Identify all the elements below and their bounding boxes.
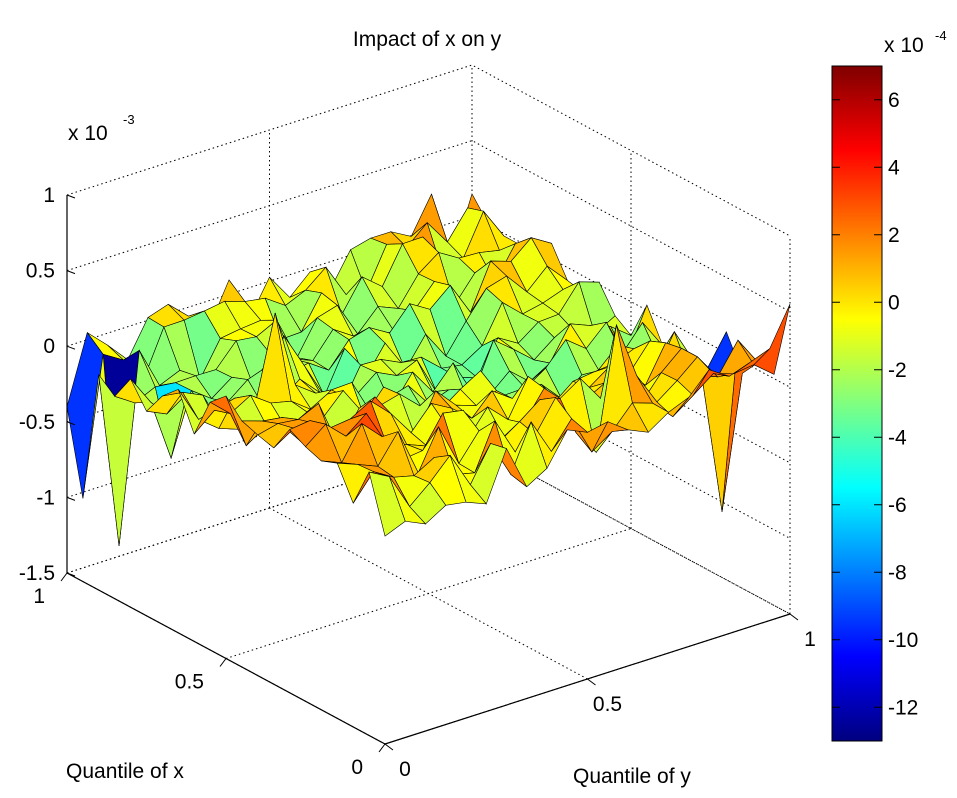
surface-patch [753, 303, 791, 375]
colorbar-tick-label: -12 [888, 696, 918, 719]
colorbar-tick-label: 6 [888, 89, 900, 112]
x-tick [378, 743, 386, 753]
chart-title: Impact of x on y [353, 28, 502, 51]
x-axis-label: Quantile of x [66, 760, 184, 783]
z-tick-label: 0 [43, 335, 55, 358]
colorbar-tick-label: -2 [888, 359, 907, 382]
colorbar-tick-label: -4 [888, 426, 907, 449]
z-tick [66, 194, 76, 199]
x-tick [219, 658, 227, 667]
x-tick [60, 572, 68, 582]
colorbar-tick-label: 4 [888, 156, 900, 179]
y-tick-label: 0.5 [593, 693, 622, 716]
x-tick-label: 0 [351, 756, 363, 779]
grid-line [66, 291, 791, 464]
grid-line [66, 64, 791, 237]
z-tick-label: -1.5 [19, 562, 55, 585]
surface-patch [336, 462, 374, 504]
colorbar-multiplier-exponent: -4 [935, 28, 947, 43]
grid-line [471, 442, 791, 615]
grid-line [66, 215, 791, 388]
surface-plot [66, 193, 791, 546]
grid-line [269, 507, 588, 680]
surface-patch [66, 331, 104, 499]
z-tick-label: 1 [43, 184, 55, 207]
grid-line [66, 442, 791, 615]
colorbar [831, 65, 883, 742]
z-multiplier-exponent: -3 [123, 112, 135, 127]
colorbar-tick-label: -8 [888, 561, 907, 584]
colorbar-tick-label: 0 [888, 291, 900, 314]
surface-patch [368, 471, 406, 537]
y-tick [384, 743, 394, 751]
z-tick [66, 421, 76, 426]
grid-line [66, 442, 473, 574]
y-tick [789, 613, 799, 621]
z-tick [66, 572, 76, 577]
y-axis-label: Quantile of y [573, 765, 691, 788]
colorbar-multiplier-label: x 10 [884, 34, 924, 57]
z-tick [66, 496, 76, 501]
grid-line [66, 140, 791, 313]
x-tick-label: 1 [33, 585, 45, 608]
colorbar-tick-label: -6 [888, 494, 907, 517]
z-tick-label: -0.5 [19, 411, 55, 434]
colorbar-ticks: 6 4 2 0 -2 -4 -6 -8 -10 -12 [832, 89, 918, 719]
z-tick-label: 0.5 [26, 260, 55, 283]
grid-line [66, 366, 791, 539]
y-tick-label: 0 [399, 758, 411, 781]
z-tick [66, 270, 76, 275]
z-tick [66, 345, 76, 350]
z-tick-label: -1 [36, 486, 55, 509]
z-multiplier-label: x 10 [68, 122, 108, 145]
colorbar-tick-label: 2 [888, 224, 900, 247]
axis-ticks: 1 0.5 0 -0.5 -1 -1.5 0 0.5 1 0 0.5 1 [19, 184, 816, 781]
y-tick-label: 1 [804, 628, 816, 651]
colorbar-tick-label: -10 [888, 629, 918, 652]
y-tick [587, 678, 596, 686]
x-tick-label: 0.5 [175, 671, 204, 694]
